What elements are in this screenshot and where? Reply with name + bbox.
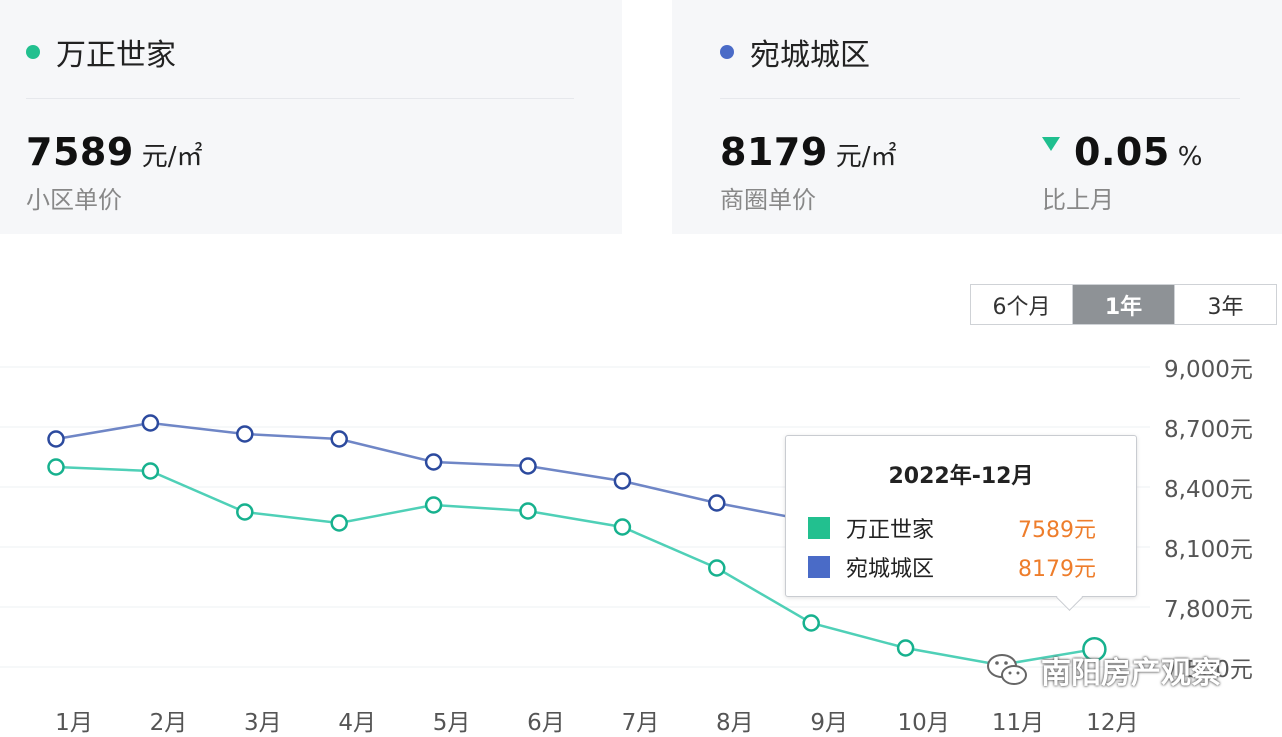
community-price: 7589 xyxy=(26,130,134,174)
district-name: 宛城城区 xyxy=(750,38,870,73)
community-legend-dot xyxy=(26,45,40,59)
chart-tooltip: 2022年-12月 万正世家 7589元 宛城城区 8179元 xyxy=(785,435,1137,597)
tooltip-title: 2022年-12月 xyxy=(888,464,1034,489)
district-price: 8179 xyxy=(720,130,828,174)
x-tick-label: 9月 xyxy=(810,710,849,736)
x-tick-label: 7月 xyxy=(621,710,660,736)
district-legend-dot xyxy=(720,45,734,59)
district-price-label: 商圈单价 xyxy=(720,186,816,214)
data-point[interactable] xyxy=(236,503,254,521)
y-tick-label: 7,800元 xyxy=(1164,597,1253,623)
down-triangle-icon xyxy=(1042,137,1060,151)
data-point[interactable] xyxy=(47,430,65,448)
district-header: 宛城城区 xyxy=(720,30,870,74)
data-point[interactable] xyxy=(708,559,726,577)
community-price-label: 小区单价 xyxy=(26,186,122,214)
community-name: 万正世家 xyxy=(56,38,176,73)
data-point[interactable] xyxy=(519,457,537,475)
card-divider xyxy=(720,98,1240,99)
district-price-card: 宛城城区 8179 元/㎡ 商圈单价 0.05% 比上月 xyxy=(672,0,1282,234)
month-change-label: 比上月 xyxy=(1042,186,1114,214)
x-tick-label: 1月 xyxy=(55,710,93,736)
district-metric: 8179 元/㎡ 商圈单价 xyxy=(720,130,897,215)
x-tick-label: 12月 xyxy=(1086,710,1139,736)
month-change-unit: % xyxy=(1177,142,1203,172)
tab-1-year[interactable]: 1年 xyxy=(1073,285,1175,324)
tooltip-series-name: 宛城城区 xyxy=(846,557,935,582)
data-point[interactable] xyxy=(991,656,1009,674)
tooltip-series-name: 万正世家 xyxy=(846,518,935,543)
tooltip-swatch xyxy=(808,517,830,539)
data-point[interactable] xyxy=(613,472,632,490)
data-point[interactable] xyxy=(141,462,160,480)
x-tick-label: 10月 xyxy=(897,710,950,736)
x-tick-label: 4月 xyxy=(338,710,377,736)
data-point[interactable] xyxy=(802,614,820,632)
data-point[interactable] xyxy=(613,518,632,536)
tooltip-series-value: 7589元 xyxy=(1018,518,1096,543)
tab-6-months[interactable]: 6个月 xyxy=(971,285,1073,324)
y-tick-label: 9,000元 xyxy=(1164,357,1253,383)
tooltip-swatch xyxy=(808,556,830,578)
x-tick-label: 8月 xyxy=(715,710,754,736)
data-point[interactable] xyxy=(236,425,254,443)
y-tick-label: 7,500元 xyxy=(1164,657,1253,683)
data-point[interactable] xyxy=(141,414,160,432)
tooltip-series-value: 8179元 xyxy=(1018,557,1096,582)
data-point[interactable] xyxy=(424,453,443,471)
x-tick-label: 2月 xyxy=(149,710,188,736)
data-point[interactable] xyxy=(330,430,348,448)
data-point[interactable] xyxy=(1082,636,1107,662)
month-change-metric: 0.05% 比上月 xyxy=(1042,130,1202,215)
tooltip-row-community: 万正世家 7589元 xyxy=(808,512,1096,544)
data-point[interactable] xyxy=(896,639,915,657)
tab-3-years[interactable]: 3年 xyxy=(1175,285,1276,324)
community-header: 万正世家 xyxy=(26,30,176,74)
tooltip-row-district: 宛城城区 8179元 xyxy=(808,551,1096,583)
series-line-1 xyxy=(55,465,1095,667)
district-price-unit: 元/㎡ xyxy=(835,142,897,172)
month-change-value: 0.05 xyxy=(1074,130,1170,174)
x-tick-label: 11月 xyxy=(991,710,1045,736)
community-price-unit: 元/㎡ xyxy=(141,142,203,172)
y-tick-label: 8,700元 xyxy=(1164,417,1253,443)
data-point[interactable] xyxy=(47,458,65,476)
community-metric: 7589 元/㎡ 小区单价 xyxy=(26,130,203,215)
data-point[interactable] xyxy=(424,496,443,514)
data-point[interactable] xyxy=(330,514,348,532)
y-tick-label: 8,100元 xyxy=(1164,537,1253,563)
y-tick-label: 8,400元 xyxy=(1164,477,1253,503)
x-tick-label: 5月 xyxy=(432,710,471,736)
x-tick-label: 3月 xyxy=(243,710,282,736)
time-range-tabs: 6个月 1年 3年 xyxy=(970,284,1277,325)
data-point[interactable] xyxy=(519,502,537,520)
community-price-card: 万正世家 7589 元/㎡ 小区单价 xyxy=(0,0,622,234)
card-divider xyxy=(26,98,574,99)
data-point[interactable] xyxy=(708,494,726,512)
x-tick-label: 6月 xyxy=(527,710,565,736)
